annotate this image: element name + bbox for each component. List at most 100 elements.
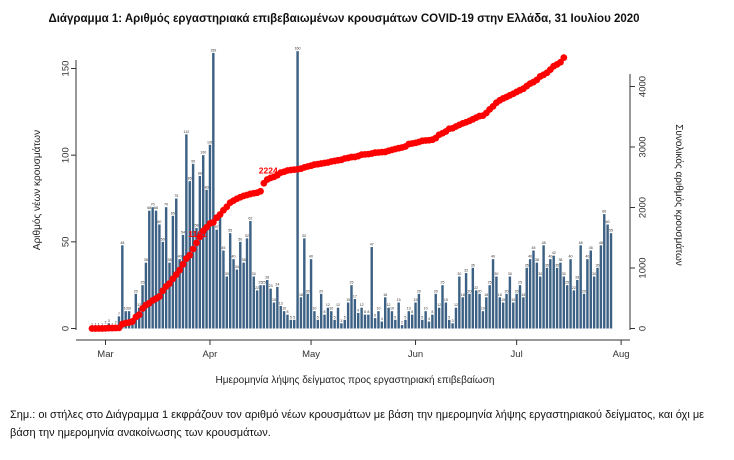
bar [424,311,427,329]
cumulative-annotation: 4477 [609,0,628,2]
bar [289,319,293,329]
bar [532,250,535,329]
bar-value-label: 18 [461,293,465,297]
bar-value-label: 12 [137,303,141,307]
bar-value-label: 4 [428,317,430,321]
cumulative-point [196,233,204,241]
bar-value-label: 38 [144,258,148,262]
bar [586,259,589,329]
bar-value-label: 20 [417,289,421,293]
bar-value-label: 1 [98,322,100,326]
y2-tick-label: 4000 [638,76,649,97]
bar [539,276,542,329]
bar [316,319,320,329]
bar-value-label: 5 [317,315,319,319]
bar-value-label: 15 [511,298,515,302]
chart: Διάγραμμα 1: Αριθμός εργαστηριακά επιβεβ… [31,0,685,386]
bar [565,285,569,329]
bar-value-label: 20 [505,289,509,293]
bar [222,250,225,329]
bar-value-label: 35 [555,263,559,267]
bar-value-label: 34 [235,265,239,269]
bar-value-label: 24 [275,282,279,286]
bar-value-label: 30 [252,272,256,276]
bar-value-label: 22 [255,286,259,290]
bar-value-label: 10 [407,307,411,311]
bar-value-label: 25 [565,281,569,285]
bar [299,297,303,329]
bar [164,207,168,329]
bar-value-label: 18 [498,293,502,297]
y2-tick-label: 3000 [638,136,649,157]
bar [343,319,346,329]
bar-value-label: 40 [309,255,313,259]
bar [346,302,350,329]
cumulative-annotation: 2224 [259,165,278,175]
bar-value-label: 30 [508,272,512,276]
bar [134,293,138,329]
bar-value-label: 12 [336,303,340,307]
bar [410,314,414,329]
bar [508,276,512,329]
bar-value-label: 6 [374,314,376,318]
bar [481,311,485,329]
bar [151,207,154,329]
bar-value-label: 35 [525,263,529,267]
cumulative-line-layer [88,54,568,332]
bar [282,311,286,329]
bar [245,238,249,329]
bar-value-label: 40 [491,255,495,259]
bar [161,241,164,329]
bar [542,245,545,329]
bar-value-label: 20 [319,289,323,293]
bar-value-label: 32 [464,269,468,273]
bar [383,297,387,329]
bar [599,245,603,329]
bar [266,279,269,329]
bar-value-label: 5 [293,315,295,319]
bar-value-label: 13 [279,301,283,305]
bar-value-label: 25 [440,281,444,285]
bar [512,302,515,329]
bar-value-label: 5 [448,315,450,319]
bar [414,302,417,329]
bar-value-label: 8 [431,310,433,314]
bar-value-label: 25 [262,281,266,285]
chart-title: Διάγραμμα 1: Αριθμός εργαστηριακά επιβεβ… [48,13,639,25]
bar [373,318,377,329]
bar-value-label: 60 [606,220,610,224]
bar [505,293,508,329]
cumulative-point [156,293,163,300]
bar [360,307,363,329]
bar [249,221,252,329]
bar-value-label: 3 [340,319,342,323]
bar-value-label: 88 [198,171,202,175]
bar-value-label: 70 [151,203,155,207]
bar [397,302,400,329]
bar-value-label: 12 [437,303,441,307]
bar-value-label: 68 [154,206,158,210]
bar [394,319,397,329]
bar-value-label: 10 [282,307,286,311]
bar [555,267,559,329]
bar-value-label: 10 [329,307,333,311]
bar-value-label: 65 [171,211,175,215]
bar-value-label: 10 [481,307,485,311]
bar [579,245,582,329]
bar-value-label: 15 [444,298,448,302]
bar-value-label: 50 [161,237,165,241]
bar [313,311,316,329]
bar [326,307,330,329]
bar-value-label: 15 [414,298,418,302]
bar-value-label: 40 [585,255,589,259]
bar-value-label: 70 [164,203,168,207]
bar [175,198,178,329]
cumulative-point [257,187,264,195]
bar [330,311,333,329]
bar [262,285,266,329]
bar-value-label: 5 [404,315,406,319]
bar-value-label: 42 [552,251,556,255]
bar [367,314,370,329]
bar-value-label: 18 [299,293,303,297]
bar [377,311,380,329]
